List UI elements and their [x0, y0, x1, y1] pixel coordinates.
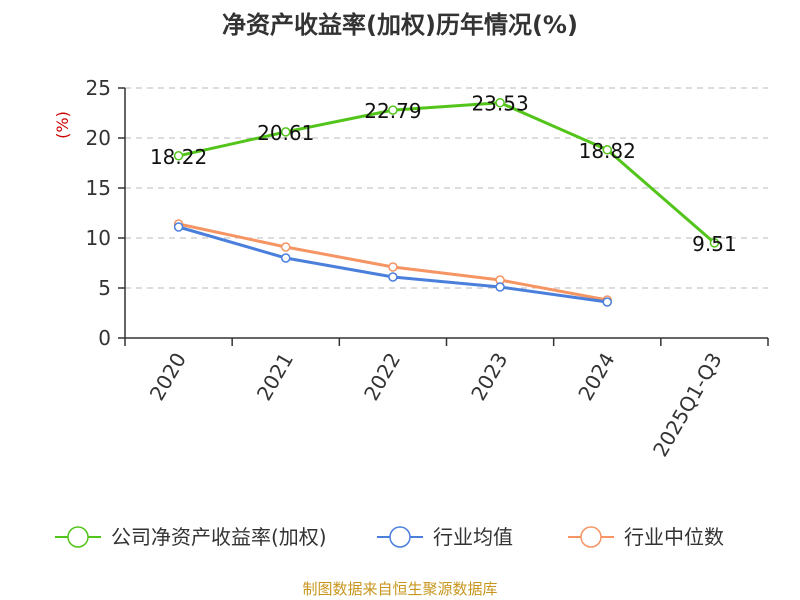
data-label-2025Q1-Q3: 9.51: [692, 232, 737, 256]
point-0-2020: [173, 151, 184, 161]
legend-marker-1: [389, 526, 411, 548]
legend-marker-0: [67, 526, 89, 548]
chart-title: 净资产收益率(加权)历年情况(%): [222, 11, 578, 39]
point-1-2022: [388, 272, 398, 282]
x-tick-label-2024: 2024: [573, 349, 619, 405]
point-0-2025Q1-Q3: [709, 238, 720, 248]
y-tick-label-5: 5: [98, 276, 111, 300]
legend-marker-2: [580, 526, 602, 548]
x-tick-label-2020: 2020: [145, 349, 191, 405]
gridlines: [125, 87, 768, 289]
data-labels: 18.22 20.61 22.79 23.53 18.82 9.51: [150, 92, 737, 256]
x-tick-label-2025Q1-Q3: 2025Q1-Q3: [648, 349, 727, 461]
data-label-2021: 20.61: [257, 121, 314, 145]
x-tick-label-2022: 2022: [359, 349, 405, 405]
legend-item-0[interactable]: 公司净资产收益率(加权): [55, 525, 327, 549]
y-tick-label-20: 20: [86, 126, 111, 150]
legend-item-2[interactable]: 行业中位数: [568, 525, 724, 549]
point-1-2024: [602, 297, 612, 307]
axes: 0 5 10 15 20 25 2020 2021 2022 2023 2024 2025Q1-Q3: [86, 76, 769, 461]
point-0-2024: [602, 145, 612, 155]
point-2-2021: [281, 242, 291, 252]
legend-label-1: 行业均值: [433, 525, 513, 549]
series-0: [173, 97, 720, 248]
point-1-2021: [281, 253, 291, 263]
legend[interactable]: 公司净资产收益率(加权) 行业均值 行业中位数: [55, 525, 724, 549]
y-axis-label: (%): [53, 111, 72, 139]
point-0-2023: [495, 97, 505, 108]
data-label-2020: 18.22: [150, 145, 207, 169]
data-label-2023: 23.53: [471, 92, 528, 116]
series-lines: [173, 97, 720, 307]
x-tick-label-2023: 2023: [466, 349, 512, 405]
point-1-2023: [495, 282, 505, 292]
point-0-2022: [388, 105, 398, 115]
series-1: [173, 222, 612, 307]
legend-item-1[interactable]: 行业均值: [377, 525, 513, 549]
source-note: 制图数据来自恒生聚源数据库: [302, 580, 497, 598]
series-line-0: [178, 101, 716, 245]
y-tick-label-25: 25: [86, 76, 111, 100]
y-tick-label-10: 10: [86, 226, 111, 250]
point-0-2021: [281, 127, 291, 137]
data-label-2022: 22.79: [364, 99, 421, 123]
y-tick-label-0: 0: [98, 326, 111, 350]
legend-label-2: 行业中位数: [624, 525, 724, 549]
y-tick-label-15: 15: [86, 176, 111, 200]
series-2: [173, 219, 612, 305]
x-tick-label-2021: 2021: [252, 349, 298, 405]
series-line-2: [178, 222, 608, 302]
point-2-2022: [388, 262, 398, 272]
point-1-2020: [173, 222, 184, 232]
legend-label-0: 公司净资产收益率(加权): [111, 525, 327, 549]
data-label-2024: 18.82: [579, 139, 636, 163]
